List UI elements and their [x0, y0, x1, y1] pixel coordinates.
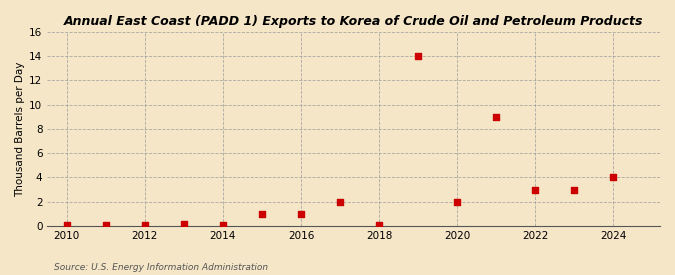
Point — [296, 211, 306, 216]
Point — [140, 222, 151, 227]
Point — [178, 222, 189, 226]
Point — [608, 175, 618, 180]
Point — [530, 187, 541, 192]
Text: Source: U.S. Energy Information Administration: Source: U.S. Energy Information Administ… — [54, 263, 268, 272]
Point — [217, 222, 228, 227]
Point — [491, 115, 502, 119]
Point — [373, 222, 384, 227]
Point — [101, 222, 111, 227]
Y-axis label: Thousand Barrels per Day: Thousand Barrels per Day — [15, 61, 25, 197]
Point — [412, 54, 423, 58]
Point — [569, 187, 580, 192]
Point — [61, 223, 72, 227]
Point — [452, 199, 462, 204]
Point — [256, 211, 267, 216]
Title: Annual East Coast (PADD 1) Exports to Korea of Crude Oil and Petroleum Products: Annual East Coast (PADD 1) Exports to Ko… — [64, 15, 643, 28]
Point — [335, 199, 346, 204]
